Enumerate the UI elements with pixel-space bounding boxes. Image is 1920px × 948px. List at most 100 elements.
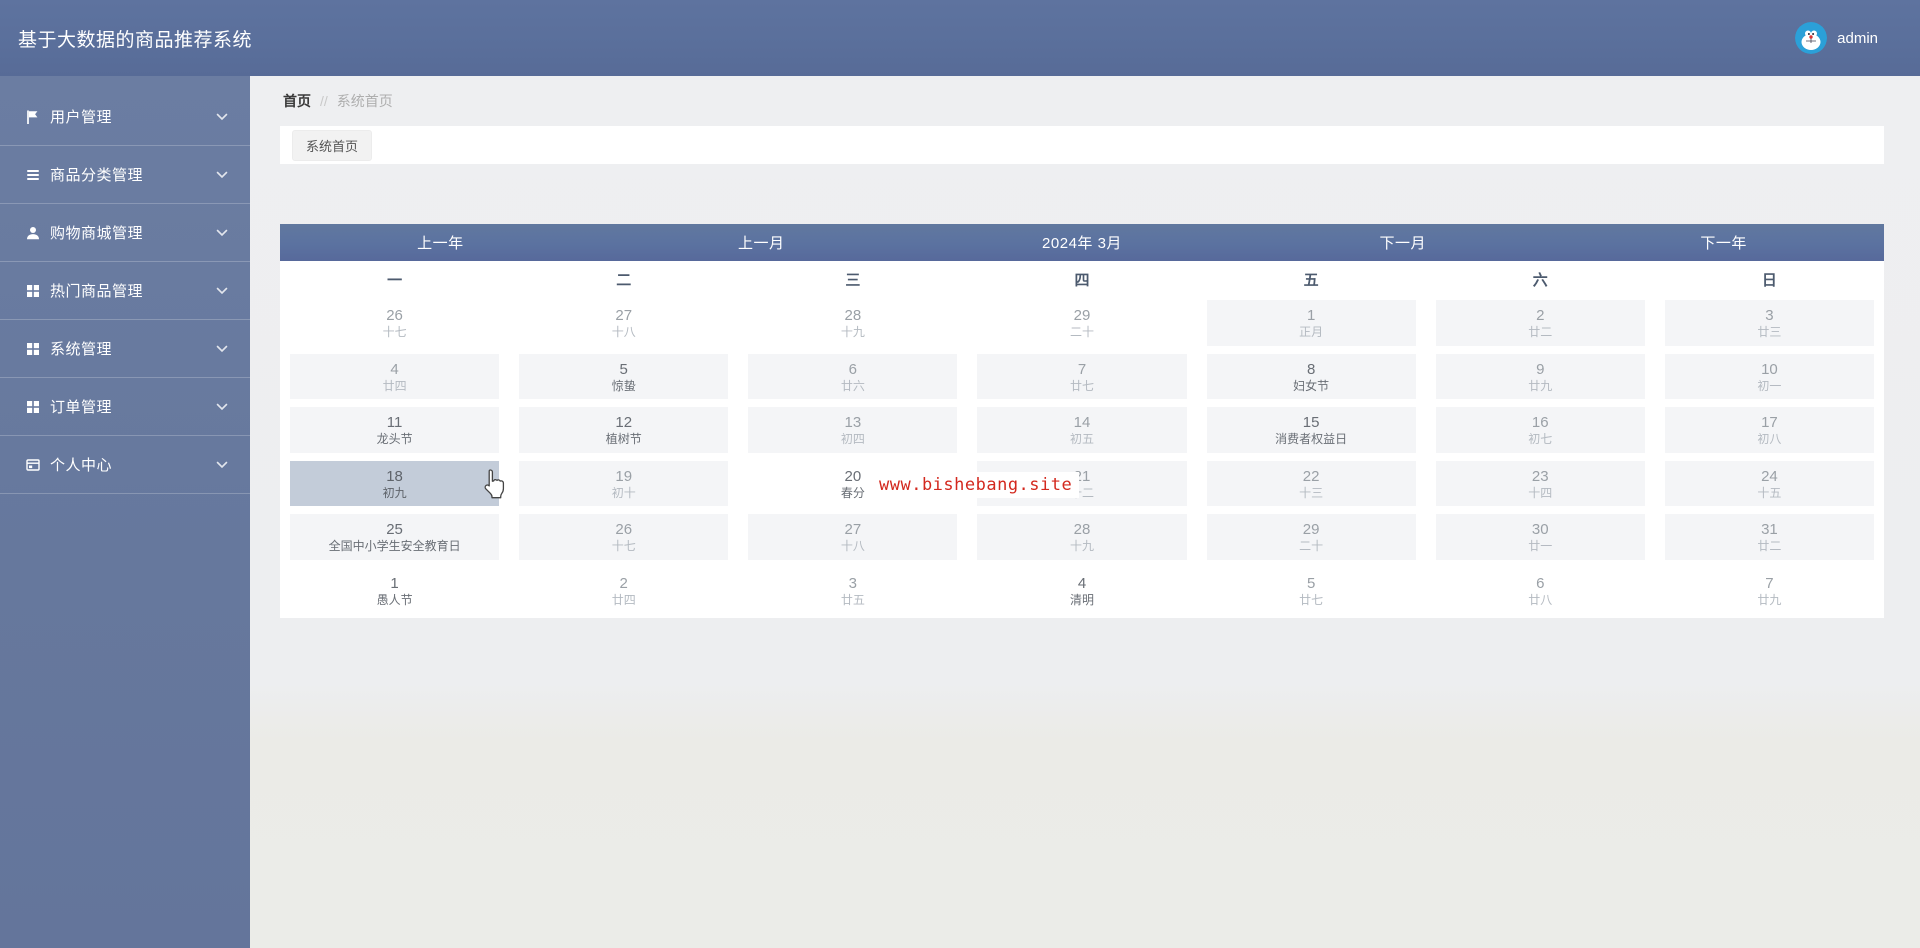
day-number: 23 — [1531, 467, 1549, 485]
lunar-label: 正月 — [1299, 325, 1324, 340]
calendar-day-cur-9[interactable]: 9 廿九 — [1426, 351, 1655, 405]
calendar-day-next-1[interactable]: 1 愚人节 — [280, 565, 509, 619]
calendar-next-month-button[interactable]: 下一月 — [1379, 235, 1427, 252]
calendar-next-year-button[interactable]: 下一年 — [1700, 235, 1747, 252]
breadcrumb: 首页 // 系统首页 — [280, 90, 1884, 112]
breadcrumb-separator: // — [320, 93, 328, 109]
day-number: 3 — [1765, 307, 1774, 325]
calendar-day-prev-28[interactable]: 28 十九 — [738, 297, 967, 351]
day-number: 19 — [615, 467, 633, 485]
weekday-header: 六 — [1532, 271, 1548, 289]
calendar-day-next-4[interactable]: 4 清明 — [967, 565, 1196, 619]
calendar-day-cur-11[interactable]: 11 龙头节 — [280, 404, 509, 458]
sidebar-item-user-management[interactable]: 用户管理 — [0, 88, 250, 146]
lunar-label: 廿九 — [1528, 378, 1553, 393]
day-number: 26 — [615, 521, 633, 539]
day-number: 4 — [390, 360, 399, 378]
calendar-prev-month-button[interactable]: 上一月 — [737, 235, 785, 252]
calendar-day-next-2[interactable]: 2 廿四 — [509, 565, 738, 619]
calendar-day-cur-15[interactable]: 15 消费者权益日 — [1197, 404, 1426, 458]
calendar-day-prev-29[interactable]: 29 二十 — [967, 297, 1196, 351]
lunar-label: 十九 — [1069, 539, 1094, 554]
calendar-day-next-6[interactable]: 6 廿八 — [1426, 565, 1655, 619]
day-number: 1 — [390, 574, 399, 592]
calendar-day-cur-13[interactable]: 13 初四 — [738, 404, 967, 458]
user-name[interactable]: admin — [1837, 29, 1878, 47]
breadcrumb-home-link[interactable]: 首页 — [283, 93, 311, 109]
calendar-day-next-7[interactable]: 7 廿九 — [1655, 565, 1884, 619]
calendar-day-cur-12[interactable]: 12 植树节 — [509, 404, 738, 458]
calendar-day-cur-10[interactable]: 10 初一 — [1655, 351, 1884, 405]
grid-icon — [24, 340, 41, 357]
sidebar-item-system-management[interactable]: 系统管理 — [0, 320, 250, 378]
calendar-day-cur-27[interactable]: 27 十八 — [738, 511, 967, 565]
weekday-header: 四 — [1074, 271, 1090, 289]
lunar-label: 十八 — [611, 325, 636, 340]
calendar-day-cur-26[interactable]: 26 十七 — [509, 511, 738, 565]
lunar-label: 全国中小学生安全教育日 — [328, 539, 461, 554]
lunar-label: 初十 — [611, 485, 636, 500]
sidebar-item-mall-management[interactable]: 购物商城管理 — [0, 204, 250, 262]
lunar-label: 廿五 — [840, 592, 865, 607]
calendar-day-cur-17[interactable]: 17 初八 — [1655, 404, 1884, 458]
chevron-down-icon — [216, 229, 228, 237]
calendar-day-cur-22[interactable]: 22 十三 — [1197, 458, 1426, 512]
menu-lines-icon — [24, 166, 41, 183]
calendar-day-cur-14[interactable]: 14 初五 — [967, 404, 1196, 458]
calendar-day-cur-7[interactable]: 7 廿七 — [967, 351, 1196, 405]
sidebar-item-label: 用户管理 — [50, 109, 113, 126]
sidebar-item-order-management[interactable]: 订单管理 — [0, 378, 250, 436]
calendar-day-next-3[interactable]: 3 廿五 — [738, 565, 967, 619]
calendar-day-cur-8[interactable]: 8 妇女节 — [1197, 351, 1426, 405]
calendar-day-cur-3[interactable]: 3 廿三 — [1655, 297, 1884, 351]
lunar-label: 清明 — [1069, 592, 1094, 607]
calendar-day-cur-1[interactable]: 1 正月 — [1197, 297, 1426, 351]
grid-icon — [24, 282, 41, 299]
chevron-down-icon — [216, 287, 228, 295]
day-number: 13 — [844, 414, 862, 432]
day-number: 15 — [1302, 414, 1320, 432]
calendar-day-cur-28[interactable]: 28 十九 — [967, 511, 1196, 565]
calendar-day-next-5[interactable]: 5 廿七 — [1197, 565, 1426, 619]
calendar-day-cur-2[interactable]: 2 廿二 — [1426, 297, 1655, 351]
user-menu[interactable]: admin — [1795, 22, 1878, 54]
calendar-title: 2024年 3月 — [1042, 235, 1122, 252]
app-header: 基于大数据的商品推荐系统 admin — [0, 0, 1920, 76]
watermark-text: www.bishebang.site — [872, 472, 1080, 498]
day-number: 7 — [1077, 360, 1087, 378]
id-card-icon — [24, 456, 41, 473]
calendar-day-cur-30[interactable]: 30 廿一 — [1426, 511, 1655, 565]
lunar-label: 廿八 — [1528, 592, 1553, 607]
calendar-day-cur-19[interactable]: 19 初十 — [509, 458, 738, 512]
calendar-day-cur-20[interactable]: 20 春分 — [738, 458, 967, 512]
calendar-day-cur-23[interactable]: 23 十四 — [1426, 458, 1655, 512]
day-number: 7 — [1765, 574, 1774, 592]
lunar-label: 十九 — [840, 325, 865, 340]
calendar-day-cur-29[interactable]: 29 二十 — [1197, 511, 1426, 565]
calendar-day-prev-26[interactable]: 26 十七 — [280, 297, 509, 351]
calendar-widget: 上一年 上一月 2024年 3月 下一月 下一年 一二三四五六日 26 十七 27 十八 28 十… — [280, 224, 1884, 618]
calendar-day-cur-18[interactable]: 18 初九 — [280, 458, 509, 512]
avatar[interactable] — [1795, 22, 1828, 54]
calendar-day-cur-24[interactable]: 24 十五 — [1655, 458, 1884, 512]
user-icon — [24, 224, 41, 241]
calendar-day-cur-5[interactable]: 5 惊蛰 — [509, 351, 738, 405]
day-number: 24 — [1761, 467, 1778, 485]
flag-icon — [24, 108, 41, 125]
calendar-day-cur-6[interactable]: 6 廿六 — [738, 351, 967, 405]
sidebar-item-category-management[interactable]: 商品分类管理 — [0, 146, 250, 204]
sidebar-item-personal-center[interactable]: 个人中心 — [0, 436, 250, 494]
day-number: 5 — [1306, 574, 1316, 592]
calendar-day-prev-27[interactable]: 27 十八 — [509, 297, 738, 351]
calendar-prev-year-button[interactable]: 上一年 — [417, 235, 464, 252]
lunar-label: 初九 — [382, 485, 407, 500]
sidebar-item-hot-goods-management[interactable]: 热门商品管理 — [0, 262, 250, 320]
tab-system-home[interactable]: 系统首页 — [292, 129, 373, 161]
lunar-label: 十四 — [1528, 485, 1553, 500]
lunar-label: 廿一 — [1528, 539, 1553, 554]
calendar-day-cur-25[interactable]: 25 全国中小学生安全教育日 — [280, 511, 509, 565]
calendar-day-cur-4[interactable]: 4 廿四 — [280, 351, 509, 405]
lunar-label: 二十 — [1299, 539, 1324, 554]
calendar-day-cur-31[interactable]: 31 廿二 — [1655, 511, 1884, 565]
calendar-day-cur-16[interactable]: 16 初七 — [1426, 404, 1655, 458]
